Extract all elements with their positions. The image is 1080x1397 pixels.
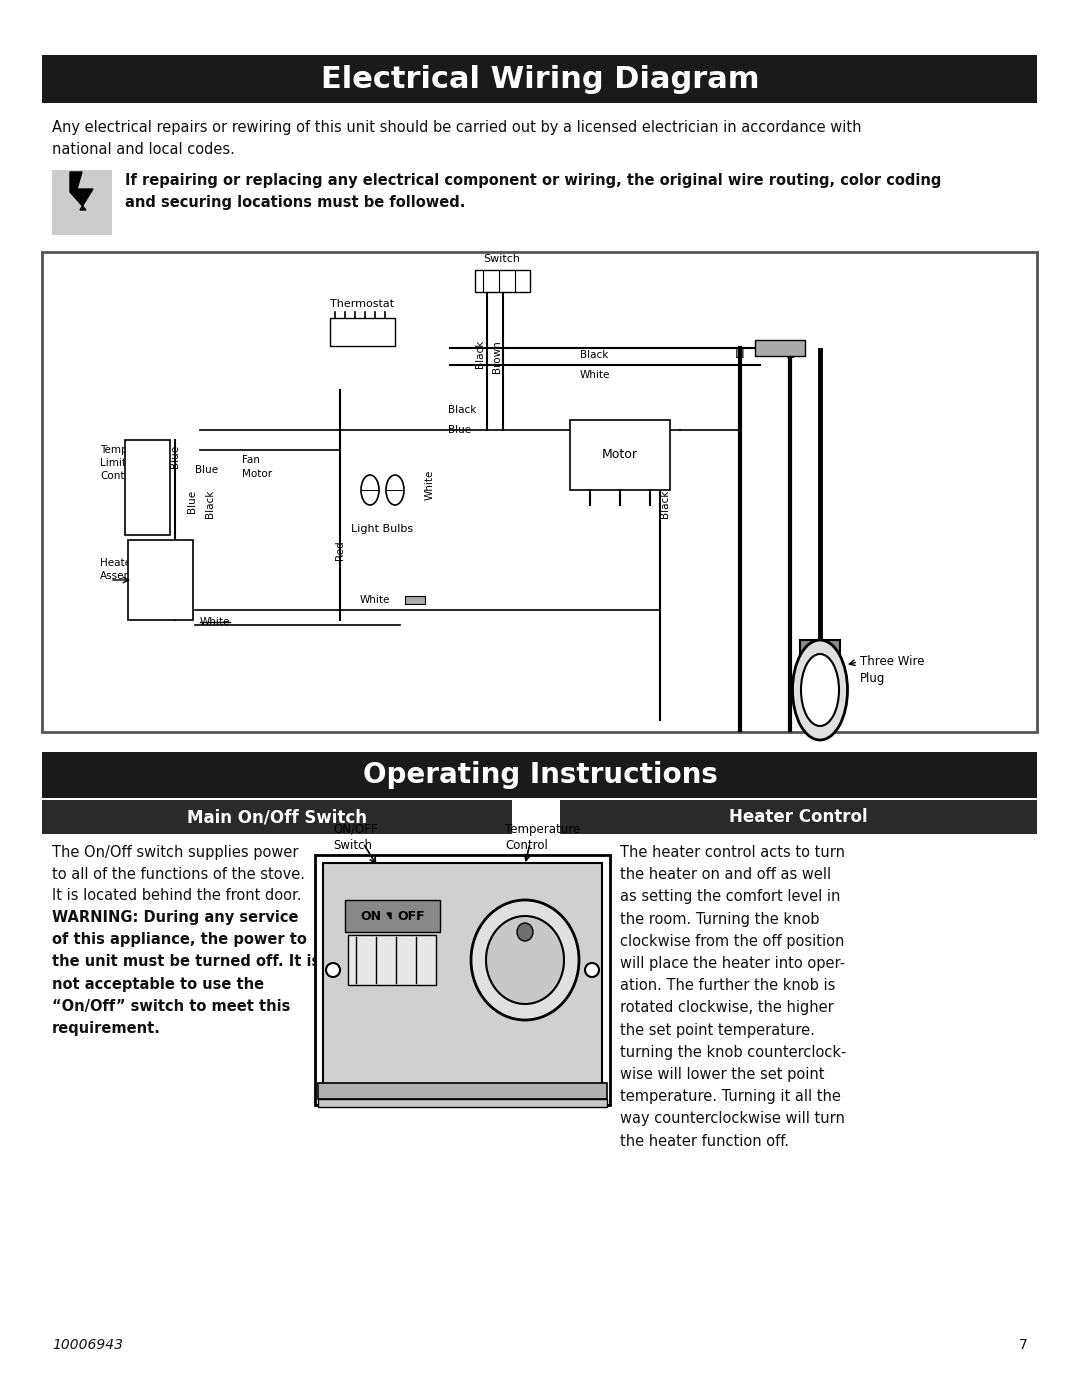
Text: The On/Off switch supplies power
to all of the functions of the stove.
It is loc: The On/Off switch supplies power to all … [52, 845, 305, 904]
Bar [42, 800, 512, 834]
Text: WARNING: During any service
of this appliance, the power to
the unit must be tur: WARNING: During any service of this appl… [52, 909, 321, 1037]
Text: Temperature
Control: Temperature Control [505, 823, 580, 852]
Bar [348, 935, 436, 985]
Bar [475, 270, 530, 292]
Polygon shape [387, 914, 391, 919]
Polygon shape [70, 172, 93, 210]
Text: Black: Black [448, 405, 476, 415]
Text: Black: Black [580, 351, 608, 360]
Text: White: White [360, 595, 390, 605]
Text: Heater Control: Heater Control [729, 807, 867, 826]
Circle shape [326, 963, 340, 977]
Text: Switch: Switch [484, 254, 521, 264]
Text: Blue: Blue [170, 446, 180, 468]
Text: LI: LI [734, 348, 745, 362]
Bar [800, 640, 840, 659]
Circle shape [585, 963, 599, 977]
Ellipse shape [793, 640, 848, 740]
Text: Thermostat: Thermostat [329, 299, 394, 309]
Text: ON: ON [361, 909, 381, 922]
Bar [561, 800, 1037, 834]
Text: Heater
Assembly: Heater Assembly [100, 557, 150, 581]
Text: N: N [785, 348, 795, 362]
Text: Motor: Motor [242, 469, 272, 479]
Ellipse shape [486, 916, 564, 1004]
Text: Black: Black [205, 490, 215, 518]
Text: 7: 7 [1020, 1338, 1028, 1352]
Bar [125, 440, 170, 535]
Text: Blue: Blue [448, 425, 471, 434]
Ellipse shape [386, 475, 404, 504]
Bar [405, 597, 426, 604]
Text: Main On/Off Switch: Main On/Off Switch [187, 807, 367, 826]
Text: White: White [426, 469, 435, 500]
Text: Black: Black [660, 490, 670, 518]
Text: Operating Instructions: Operating Instructions [363, 761, 717, 789]
Bar [42, 752, 1037, 798]
Text: Blue: Blue [187, 490, 197, 513]
Text: Temperature
Limiting
Control: Temperature Limiting Control [100, 446, 166, 482]
Text: Fan: Fan [242, 455, 260, 465]
Bar [323, 863, 602, 1085]
Text: Any electrical repairs or rewiring of this unit should be carried out by a licen: Any electrical repairs or rewiring of th… [52, 120, 862, 158]
Bar [315, 855, 610, 1105]
Bar [570, 420, 670, 490]
Text: Red: Red [335, 541, 345, 560]
Bar [755, 339, 805, 356]
Bar [318, 1083, 607, 1099]
Text: Blue: Blue [195, 465, 218, 475]
Bar [345, 900, 440, 932]
Ellipse shape [361, 475, 379, 504]
Bar [42, 251, 1037, 732]
Bar [129, 541, 193, 620]
Text: Light Bulbs: Light Bulbs [351, 524, 413, 534]
Text: Three Wire
Plug: Three Wire Plug [860, 655, 924, 685]
Bar [330, 319, 395, 346]
Text: OFF: OFF [397, 909, 424, 922]
Text: ON/OFF
Switch: ON/OFF Switch [333, 823, 378, 852]
Text: White: White [580, 370, 610, 380]
Text: The heater control acts to turn
the heater on and off as well
as setting the com: The heater control acts to turn the heat… [620, 845, 847, 1148]
Text: White: White [200, 617, 230, 627]
Text: Black: Black [475, 339, 485, 369]
Bar [52, 170, 112, 235]
Ellipse shape [517, 923, 534, 942]
Text: 10006943: 10006943 [52, 1338, 123, 1352]
Bar [42, 54, 1037, 103]
Text: Electrical Wiring Diagram: Electrical Wiring Diagram [321, 64, 759, 94]
Text: Motor: Motor [602, 448, 638, 461]
Ellipse shape [801, 654, 839, 726]
Text: Brown: Brown [492, 339, 502, 373]
Bar [318, 1099, 607, 1106]
Ellipse shape [471, 900, 579, 1020]
Text: If repairing or replacing any electrical component or wiring, the original wire : If repairing or replacing any electrical… [125, 173, 942, 210]
